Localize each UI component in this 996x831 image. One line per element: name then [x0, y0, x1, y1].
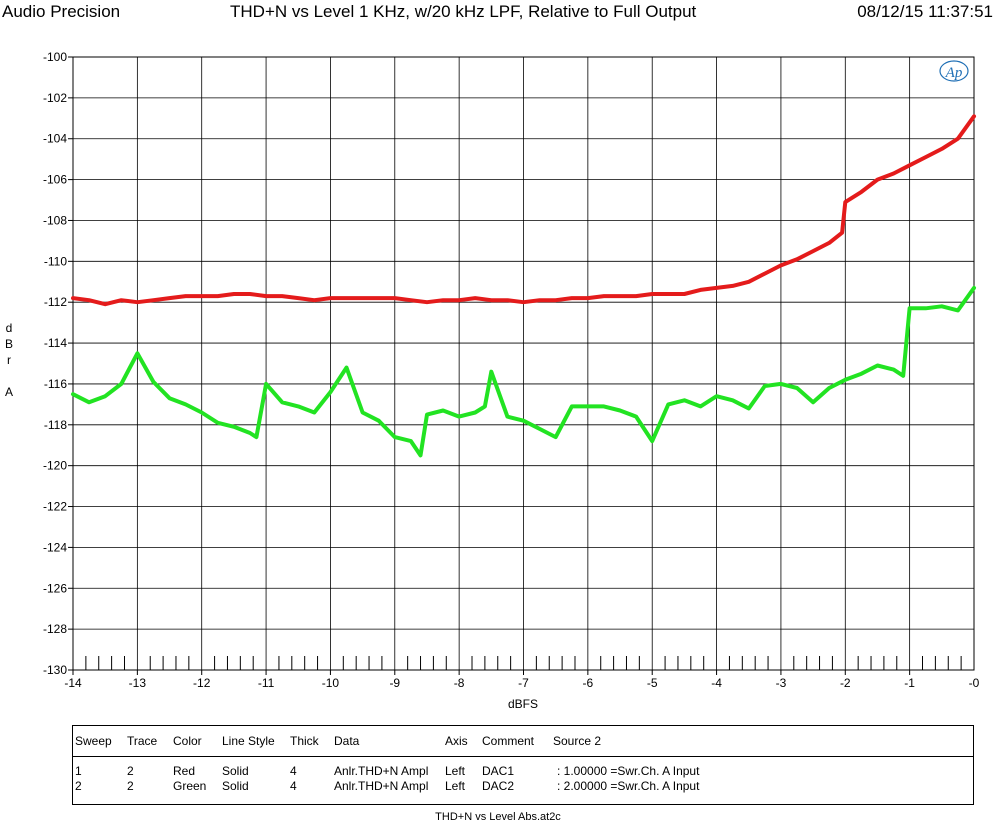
x-tick-label: -3 — [776, 676, 787, 690]
legend-cell: 2 — [75, 779, 82, 793]
grid — [72, 56, 975, 671]
x-tick-label: -5 — [647, 676, 658, 690]
y-tick-label: -100 — [43, 50, 67, 64]
y-tick-label: -120 — [43, 459, 67, 473]
legend-cell: Red — [173, 764, 196, 778]
x-tick-label: -2 — [840, 676, 851, 690]
x-tick-label: -1 — [904, 676, 915, 690]
series-line-green — [71, 285, 976, 458]
legend-cell: Anlr.THD+N Ampl — [334, 779, 429, 793]
x-tick-label: -14 — [64, 676, 82, 690]
y-axis-label-char: r — [7, 353, 11, 367]
legend-cell: Solid — [222, 764, 249, 778]
legend-header-cell: Color — [173, 734, 202, 748]
legend-cell: 2 — [127, 764, 134, 778]
y-axis-label: dBr A — [5, 321, 13, 399]
legend-cell: 4 — [290, 764, 297, 778]
legend-header-cell: Line Style — [222, 734, 275, 748]
legend-header-cell: Thick — [290, 734, 319, 748]
legend-cell: DAC2 — [482, 779, 515, 793]
x-tick-label: -10 — [322, 676, 340, 690]
legend-cell: Left — [445, 779, 466, 793]
y-tick-label: -116 — [44, 377, 67, 391]
svg-text:Ap: Ap — [945, 65, 963, 81]
x-tick-label: -11 — [258, 676, 275, 690]
y-tick-label: -122 — [43, 500, 67, 514]
y-axis-label-char: B — [5, 337, 13, 351]
legend-cell: Left — [445, 764, 466, 778]
thdn-chart: -14 -13 -12 -11 -10 -9 -8 -7 -6 -5 -4 -3 -2 -1 -0 -100 -… — [5, 50, 980, 711]
app-name: Audio Precision — [2, 2, 121, 21]
legend-header-cell: Sweep — [75, 734, 112, 748]
x-tick-label: -12 — [193, 676, 211, 690]
series-line-red — [71, 114, 976, 307]
y-tick-label: -114 — [44, 336, 67, 350]
legend-header-cell: Data — [334, 734, 360, 748]
legend-header-cell: Comment — [482, 734, 535, 748]
y-tick-label: -112 — [44, 295, 67, 309]
series-group — [71, 114, 976, 458]
y-tick-label: -106 — [43, 173, 67, 187]
legend-header-cell: Axis — [445, 734, 468, 748]
legend-header-cell: Source 2 — [553, 734, 602, 748]
y-tick-label: -128 — [43, 622, 67, 636]
ap-logo: Ap — [939, 60, 969, 82]
timestamp: 08/12/15 11:37:51 — [857, 2, 993, 21]
x-tick-label: -9 — [389, 676, 400, 690]
legend-cell: Solid — [222, 779, 249, 793]
y-tick-label: -102 — [43, 91, 67, 105]
legend-cell: 4 — [290, 779, 297, 793]
y-axis-label-char: d — [6, 321, 13, 335]
footer-filename: THD+N vs Level Abs.at2c — [435, 811, 561, 823]
y-tick-label: -118 — [44, 418, 67, 432]
legend-cell: Green — [173, 779, 207, 793]
legend-cell: 1 — [75, 764, 82, 778]
x-axis-label: dBFS — [508, 697, 538, 711]
x-tick-label: -7 — [518, 676, 529, 690]
legend-cell: Anlr.THD+N Ampl — [334, 764, 429, 778]
chart-title: THD+N vs Level 1 KHz, w/20 kHz LPF, Rela… — [230, 2, 697, 21]
legend-header-cell: Trace — [127, 734, 158, 748]
x-tick-label: -4 — [711, 676, 722, 690]
legend-cell: : 2.00000 =Swr.Ch. A Input — [557, 779, 700, 793]
legend-header-row: Sweep Trace Color Line Style Thick Data Axis Co… — [73, 726, 973, 757]
y-tick-label: -124 — [43, 540, 67, 554]
x-tick-label: -8 — [454, 676, 465, 690]
y-axis-label-char: A — [5, 385, 13, 399]
x-tick-label: -13 — [129, 676, 147, 690]
legend-cell: DAC1 — [482, 764, 515, 778]
legend-cell: 2 — [127, 779, 134, 793]
y-tick-label: -104 — [43, 132, 67, 146]
legend-cell: : 1.00000 =Swr.Ch. A Input — [557, 764, 700, 778]
y-tick-label: -108 — [43, 213, 67, 227]
y-tick-label: -130 — [43, 663, 67, 677]
y-tick-label: -110 — [44, 254, 67, 268]
legend-table: Sweep Trace Color Line Style Thick Data Axis Co… — [72, 725, 974, 805]
x-tick-label: -0 — [969, 676, 980, 690]
y-tick-label: -126 — [43, 581, 67, 595]
axis-ticks: -14 -13 -12 -11 -10 -9 -8 -7 -6 -5 -4 -3 -2 -1 -0 -100 -… — [43, 50, 980, 690]
x-tick-label: -6 — [583, 676, 594, 690]
